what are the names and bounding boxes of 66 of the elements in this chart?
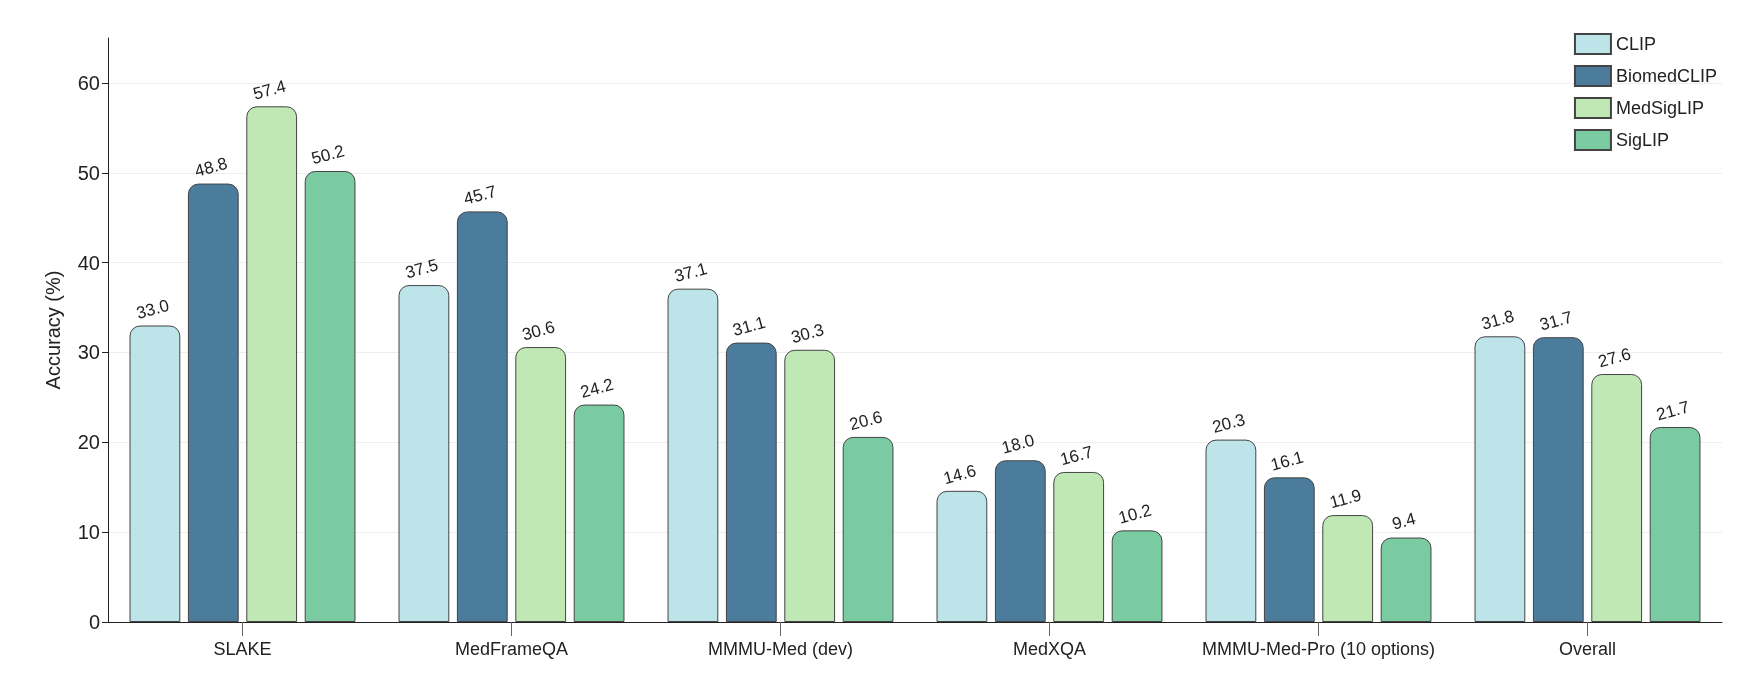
data-label: 11.9 bbox=[1327, 485, 1364, 513]
x-tick-label: MMMU-Med-Pro (10 options) bbox=[1201, 639, 1436, 659]
legend-label: BiomedCLIP bbox=[1615, 66, 1718, 86]
bar bbox=[1532, 337, 1584, 622]
x-tick-label: MedFrameQA bbox=[454, 639, 569, 659]
x-tick-label: MedXQA bbox=[1012, 639, 1087, 659]
y-axis-title: Accuracy (%) bbox=[42, 270, 64, 390]
data-label: 30.6 bbox=[520, 317, 557, 345]
bar bbox=[129, 325, 181, 622]
data-label: 16.7 bbox=[1058, 442, 1095, 470]
data-label: 33.0 bbox=[134, 295, 172, 323]
data-label: 10.2 bbox=[1116, 500, 1154, 528]
bar bbox=[1205, 439, 1257, 622]
bar bbox=[573, 404, 625, 622]
data-label: 48.8 bbox=[192, 153, 230, 181]
bar bbox=[842, 436, 894, 622]
data-label: 18.0 bbox=[999, 430, 1037, 458]
data-label: 24.2 bbox=[578, 374, 616, 402]
bar bbox=[1380, 537, 1432, 622]
bar bbox=[667, 288, 719, 622]
x-tick-label: MMMU-Med (dev) bbox=[707, 639, 854, 659]
data-label: 31.8 bbox=[1479, 306, 1517, 334]
bar bbox=[187, 183, 239, 622]
data-label: 30.3 bbox=[789, 320, 826, 348]
y-tick-label: 50 bbox=[77, 161, 100, 184]
data-label: 57.4 bbox=[251, 76, 288, 104]
y-tick-label: 40 bbox=[77, 251, 100, 274]
bar bbox=[784, 349, 836, 622]
bar bbox=[1474, 336, 1526, 622]
x-tick-label: Overall bbox=[1558, 639, 1617, 659]
bar bbox=[936, 490, 988, 622]
bar bbox=[1649, 427, 1701, 622]
data-label: 31.7 bbox=[1537, 307, 1575, 335]
bar bbox=[725, 342, 777, 622]
bar bbox=[1322, 515, 1374, 622]
data-label: 37.5 bbox=[403, 255, 441, 283]
legend-label: SigLIP bbox=[1615, 130, 1669, 150]
bar bbox=[1053, 471, 1105, 622]
data-label: 16.1 bbox=[1268, 447, 1306, 475]
x-tick-label: SLAKE bbox=[213, 639, 272, 659]
y-tick-label: 0 bbox=[88, 611, 100, 633]
data-label: 9.4 bbox=[1390, 509, 1418, 534]
bar bbox=[1591, 374, 1643, 622]
bar bbox=[994, 460, 1046, 622]
data-label: 21.7 bbox=[1654, 397, 1692, 425]
data-label: 37.1 bbox=[672, 259, 710, 286]
y-tick-label: 20 bbox=[77, 431, 100, 454]
bar bbox=[246, 106, 298, 622]
bar bbox=[1111, 530, 1163, 622]
y-tick-label: 30 bbox=[77, 341, 100, 364]
data-label: 20.6 bbox=[847, 407, 885, 435]
bar bbox=[456, 211, 508, 622]
bar bbox=[398, 285, 450, 622]
data-label: 31.1 bbox=[730, 312, 768, 340]
legend-label: CLIP bbox=[1615, 34, 1656, 54]
data-label: 20.3 bbox=[1210, 409, 1248, 437]
data-label: 45.7 bbox=[461, 181, 499, 209]
y-tick-label: 10 bbox=[77, 521, 100, 544]
y-tick-label: 60 bbox=[77, 71, 100, 94]
data-label: 50.2 bbox=[309, 141, 347, 169]
legend-label: MedSigLIP bbox=[1615, 98, 1705, 118]
bar bbox=[304, 170, 356, 622]
data-label: 14.6 bbox=[941, 461, 979, 489]
data-label: 27.6 bbox=[1596, 344, 1633, 372]
bar bbox=[1263, 477, 1315, 622]
bar bbox=[515, 347, 567, 622]
